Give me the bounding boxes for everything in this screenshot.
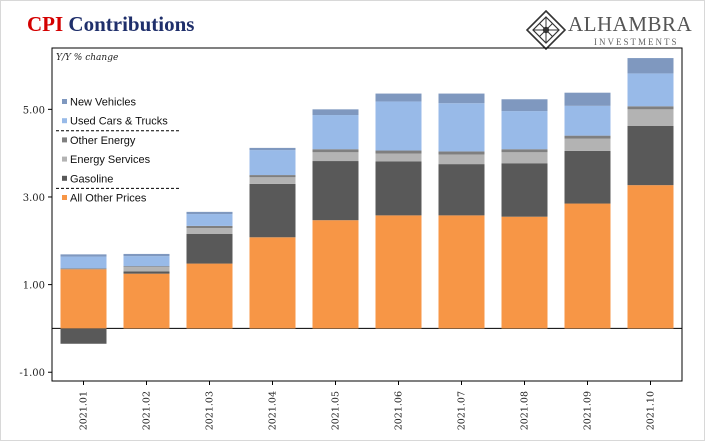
- bar-new-vehicles-2021-05: [312, 109, 359, 116]
- bar-gasoline-2021-04: [249, 183, 296, 238]
- y-tick-label: 3.00: [23, 193, 45, 204]
- x-tick-label: 2021.05: [331, 391, 342, 430]
- bar-all-other-prices-2021-01: [60, 269, 107, 329]
- bar-new-vehicles-2021-06: [375, 93, 422, 102]
- bar-energy-services-2021-02: [123, 267, 170, 272]
- bar-gasoline-2021-01: [60, 328, 107, 344]
- bar-all-other-prices-2021-02: [123, 273, 170, 329]
- bar-energy-services-2021-09: [564, 138, 611, 151]
- bar-other-energy-2021-09: [564, 135, 611, 139]
- alhambra-logo: ALHAMBRA INVESTMENTS: [526, 8, 696, 52]
- bar-new-vehicles-2021-04: [249, 147, 296, 151]
- bar-all-other-prices-2021-10: [627, 185, 674, 329]
- bar-gasoline-2021-07: [438, 164, 485, 216]
- bar-other-energy-2021-06: [375, 150, 422, 154]
- bar-gasoline-2021-03: [186, 233, 233, 264]
- legend-swatch-all-other-prices: [62, 195, 67, 200]
- legend-label-all-other-prices: All Other Prices: [70, 193, 147, 205]
- diamond-logo-icon: [526, 10, 566, 50]
- bar-other-energy-2021-02: [123, 266, 170, 268]
- logo-name: ALHAMBRA: [568, 12, 693, 36]
- bar-all-other-prices-2021-05: [312, 220, 359, 329]
- bar-used-cars-trucks-2021-10: [627, 73, 674, 107]
- y-tick-label: -1.00: [19, 368, 45, 379]
- x-tick-label: 2021.02: [142, 391, 153, 430]
- bar-energy-services-2021-04: [249, 177, 296, 184]
- legend-swatch-gasoline: [62, 175, 67, 181]
- chart-title-cpi: CPI: [27, 12, 64, 36]
- y-tick-label: 1.00: [23, 281, 45, 292]
- bar-new-vehicles-2021-08: [501, 99, 548, 112]
- legend-label-used-cars-trucks: Used Cars & Trucks: [70, 116, 168, 128]
- bar-other-energy-2021-01: [60, 268, 107, 270]
- bar-energy-services-2021-05: [312, 152, 359, 162]
- bar-energy-services-2021-10: [627, 109, 674, 126]
- chart-title: CPI Contributions: [27, 12, 194, 37]
- bar-new-vehicles-2021-09: [564, 92, 611, 106]
- bar-used-cars-trucks-2021-04: [249, 150, 296, 176]
- legend-label-gasoline: Gasoline: [70, 173, 113, 185]
- plot-border: [51, 47, 683, 382]
- bar-new-vehicles-2021-07: [438, 93, 485, 104]
- bar-gasoline-2021-05: [312, 161, 359, 221]
- bar-energy-services-2021-06: [375, 153, 422, 162]
- bar-gasoline-2021-09: [564, 150, 611, 204]
- bar-gasoline-2021-10: [627, 125, 674, 186]
- x-tick-label: 2021.09: [583, 391, 594, 430]
- bar-used-cars-trucks-2021-01: [60, 256, 107, 269]
- x-tick-label: 2021.10: [646, 391, 657, 430]
- chart-title-contributions: Contributions: [68, 12, 195, 36]
- bar-other-energy-2021-04: [249, 175, 296, 178]
- x-tick-label: 2021.03: [205, 391, 216, 430]
- bar-gasoline-2021-02: [123, 271, 170, 274]
- bar-used-cars-trucks-2021-06: [375, 101, 422, 151]
- logo-subtitle: INVESTMENTS: [594, 37, 679, 47]
- bar-all-other-prices-2021-07: [438, 215, 485, 329]
- bar-used-cars-trucks-2021-07: [438, 103, 485, 152]
- bar-energy-services-2021-08: [501, 152, 548, 164]
- bar-all-other-prices-2021-08: [501, 216, 548, 329]
- bar-gasoline-2021-08: [501, 163, 548, 217]
- bar-other-energy-2021-03: [186, 225, 233, 229]
- bar-used-cars-trucks-2021-08: [501, 111, 548, 150]
- legend-label-other-energy: Other Energy: [70, 135, 136, 147]
- bar-new-vehicles-2021-02: [123, 253, 170, 257]
- bar-all-other-prices-2021-09: [564, 203, 611, 329]
- bar-other-energy-2021-10: [627, 106, 674, 110]
- x-tick-label: 2021.06: [394, 391, 405, 430]
- x-tick-label: 2021.01: [79, 391, 90, 430]
- bar-used-cars-trucks-2021-09: [564, 105, 611, 136]
- x-tick-label: 2021.07: [457, 391, 468, 430]
- legend-label-energy-services: Energy Services: [70, 154, 151, 166]
- bar-used-cars-trucks-2021-03: [186, 214, 233, 226]
- legend-swatch-energy-services: [62, 156, 67, 162]
- bar-all-other-prices-2021-06: [375, 215, 422, 329]
- x-tick-label: 2021.04: [268, 391, 279, 430]
- y-tick-label: 5.00: [23, 105, 45, 116]
- bar-all-other-prices-2021-04: [249, 237, 296, 329]
- x-tick-label: 2021.08: [520, 391, 531, 430]
- y-axis-label: Y/Y % change: [56, 53, 118, 63]
- bar-all-other-prices-2021-03: [186, 263, 233, 329]
- bar-energy-services-2021-03: [186, 228, 233, 234]
- legend-swatch-new-vehicles: [62, 99, 67, 104]
- bar-other-energy-2021-05: [312, 149, 359, 153]
- bar-other-energy-2021-08: [501, 149, 548, 153]
- bar-gasoline-2021-06: [375, 161, 422, 216]
- bar-new-vehicles-2021-10: [627, 58, 674, 74]
- bar-used-cars-trucks-2021-02: [123, 256, 170, 267]
- bar-other-energy-2021-07: [438, 151, 485, 155]
- bar-new-vehicles-2021-01: [60, 254, 107, 257]
- legend-label-new-vehicles: New Vehicles: [70, 97, 137, 109]
- bar-energy-services-2021-07: [438, 154, 485, 165]
- legend-swatch-other-energy: [62, 137, 67, 143]
- legend-swatch-used-cars-trucks: [62, 118, 67, 124]
- bar-new-vehicles-2021-03: [186, 211, 233, 215]
- bar-used-cars-trucks-2021-05: [312, 115, 359, 150]
